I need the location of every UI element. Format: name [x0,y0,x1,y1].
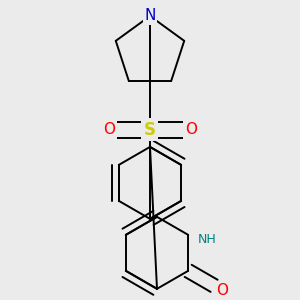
Text: O: O [103,122,115,137]
Text: O: O [185,122,197,137]
Text: NH: NH [198,233,217,246]
Text: N: N [144,8,156,23]
Text: S: S [144,121,156,139]
Text: O: O [216,283,228,298]
